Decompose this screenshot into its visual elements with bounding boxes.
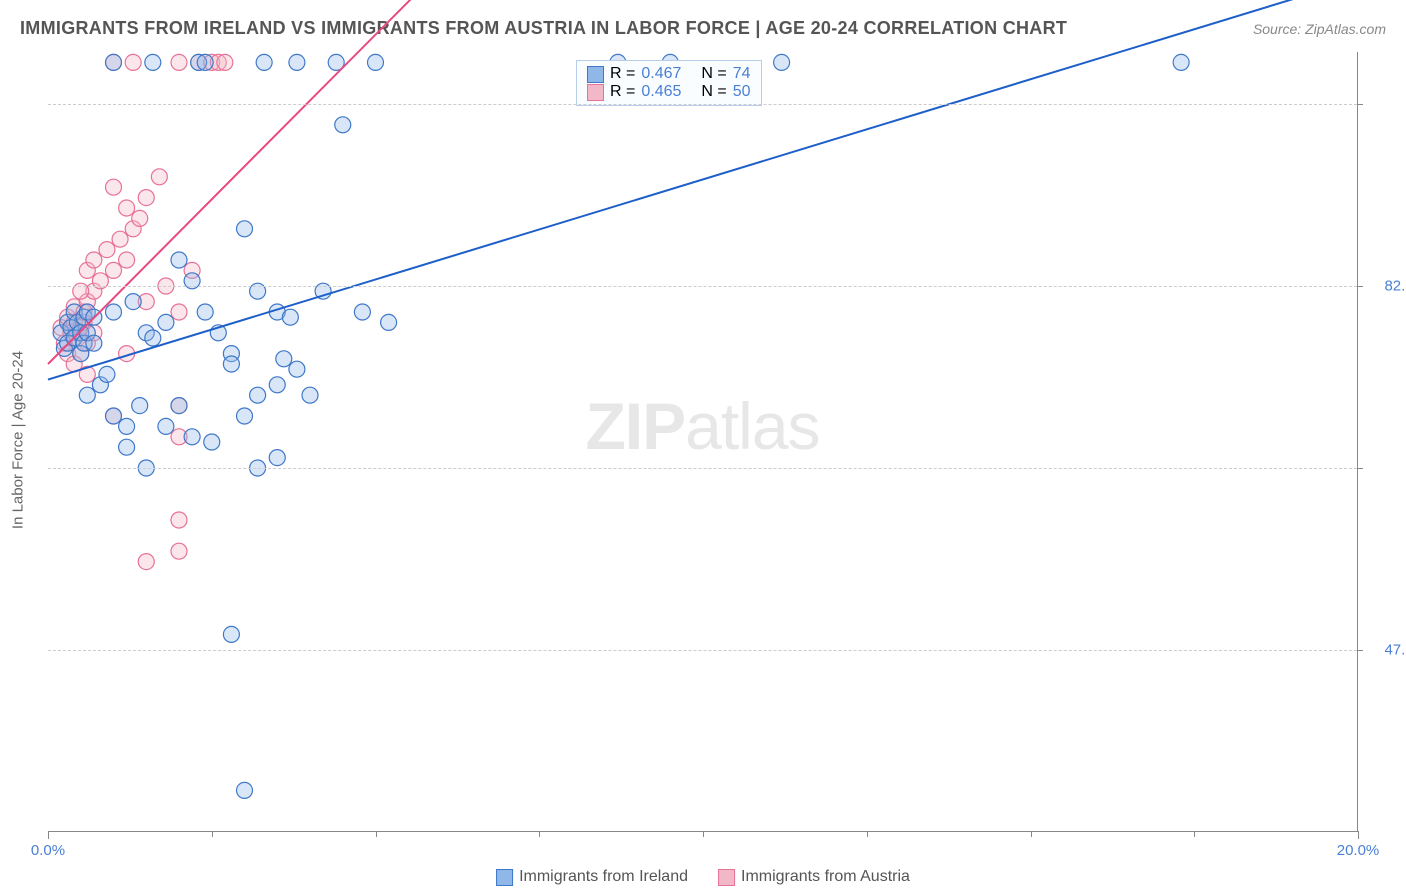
data-point: [269, 450, 285, 466]
data-point: [138, 190, 154, 206]
data-point: [99, 366, 115, 382]
data-point: [368, 54, 384, 70]
scatter-svg: [48, 52, 1358, 832]
data-point: [86, 252, 102, 268]
data-point: [106, 262, 122, 278]
data-point: [125, 54, 141, 70]
swatch-austria-bottom: [718, 869, 735, 886]
legend-r-label-1: R =: [610, 83, 635, 101]
y-axis-label: In Labor Force | Age 20-24: [10, 351, 27, 529]
swatch-ireland: [587, 66, 604, 83]
legend-n-label-0: N =: [701, 65, 726, 83]
data-point: [282, 309, 298, 325]
data-point: [171, 398, 187, 414]
data-point: [237, 782, 253, 798]
data-point: [184, 429, 200, 445]
bottom-legend-ireland: Immigrants from Ireland: [496, 868, 688, 886]
legend-row-austria: R = 0.465 N = 50: [587, 83, 751, 101]
data-point: [204, 434, 220, 450]
legend-n-label-1: N =: [701, 83, 726, 101]
data-point: [289, 54, 305, 70]
data-point: [86, 335, 102, 351]
data-point: [237, 408, 253, 424]
data-point: [171, 252, 187, 268]
data-point: [145, 54, 161, 70]
data-point: [158, 418, 174, 434]
data-point: [250, 387, 266, 403]
data-point: [119, 418, 135, 434]
legend-r-value-1: 0.465: [641, 83, 681, 101]
legend-r-value-0: 0.467: [641, 65, 681, 83]
bottom-legend-austria: Immigrants from Austria: [718, 868, 910, 886]
data-point: [151, 169, 167, 185]
data-point: [237, 221, 253, 237]
data-point: [171, 512, 187, 528]
swatch-ireland-bottom: [496, 869, 513, 886]
data-point: [381, 314, 397, 330]
data-point: [125, 294, 141, 310]
data-point: [138, 554, 154, 570]
data-point: [217, 54, 233, 70]
series-name-0: Immigrants from Ireland: [519, 868, 688, 886]
data-point: [132, 398, 148, 414]
data-point: [171, 304, 187, 320]
data-point: [1173, 54, 1189, 70]
y-tick-label: 47.5%: [1367, 642, 1406, 659]
data-point: [335, 117, 351, 133]
data-point: [106, 179, 122, 195]
data-point: [774, 54, 790, 70]
series-name-1: Immigrants from Austria: [741, 868, 910, 886]
data-point: [171, 54, 187, 70]
data-point: [119, 200, 135, 216]
data-point: [197, 304, 213, 320]
correlation-legend: R = 0.467 N = 74 R = 0.465 N = 50: [576, 60, 762, 106]
data-point: [276, 351, 292, 367]
data-point: [106, 304, 122, 320]
source-label: Source: ZipAtlas.com: [1253, 21, 1386, 37]
legend-n-value-1: 50: [733, 83, 751, 101]
trend-line: [48, 0, 1358, 380]
legend-row-ireland: R = 0.467 N = 74: [587, 65, 751, 83]
data-point: [112, 231, 128, 247]
data-point: [79, 387, 95, 403]
legend-n-value-0: 74: [733, 65, 751, 83]
y-tick-label: 82.5%: [1367, 278, 1406, 295]
data-point: [197, 54, 213, 70]
data-point: [289, 361, 305, 377]
swatch-austria: [587, 84, 604, 101]
data-point: [132, 210, 148, 226]
data-point: [106, 54, 122, 70]
data-point: [171, 543, 187, 559]
data-point: [302, 387, 318, 403]
legend-r-label-0: R =: [610, 65, 635, 83]
data-point: [145, 330, 161, 346]
chart-title: IMMIGRANTS FROM IRELAND VS IMMIGRANTS FR…: [20, 18, 1067, 39]
x-tick-label: 0.0%: [31, 842, 65, 859]
bottom-legend: Immigrants from Ireland Immigrants from …: [496, 868, 910, 886]
data-point: [106, 408, 122, 424]
plot-area: ZIPatlas R = 0.467 N = 74 R = 0.465 N = …: [48, 52, 1358, 832]
data-point: [158, 314, 174, 330]
data-point: [269, 377, 285, 393]
data-point: [99, 242, 115, 258]
x-tick-label: 20.0%: [1337, 842, 1380, 859]
data-point: [354, 304, 370, 320]
data-point: [119, 252, 135, 268]
data-point: [223, 356, 239, 372]
data-point: [119, 439, 135, 455]
data-point: [223, 626, 239, 642]
data-point: [256, 54, 272, 70]
